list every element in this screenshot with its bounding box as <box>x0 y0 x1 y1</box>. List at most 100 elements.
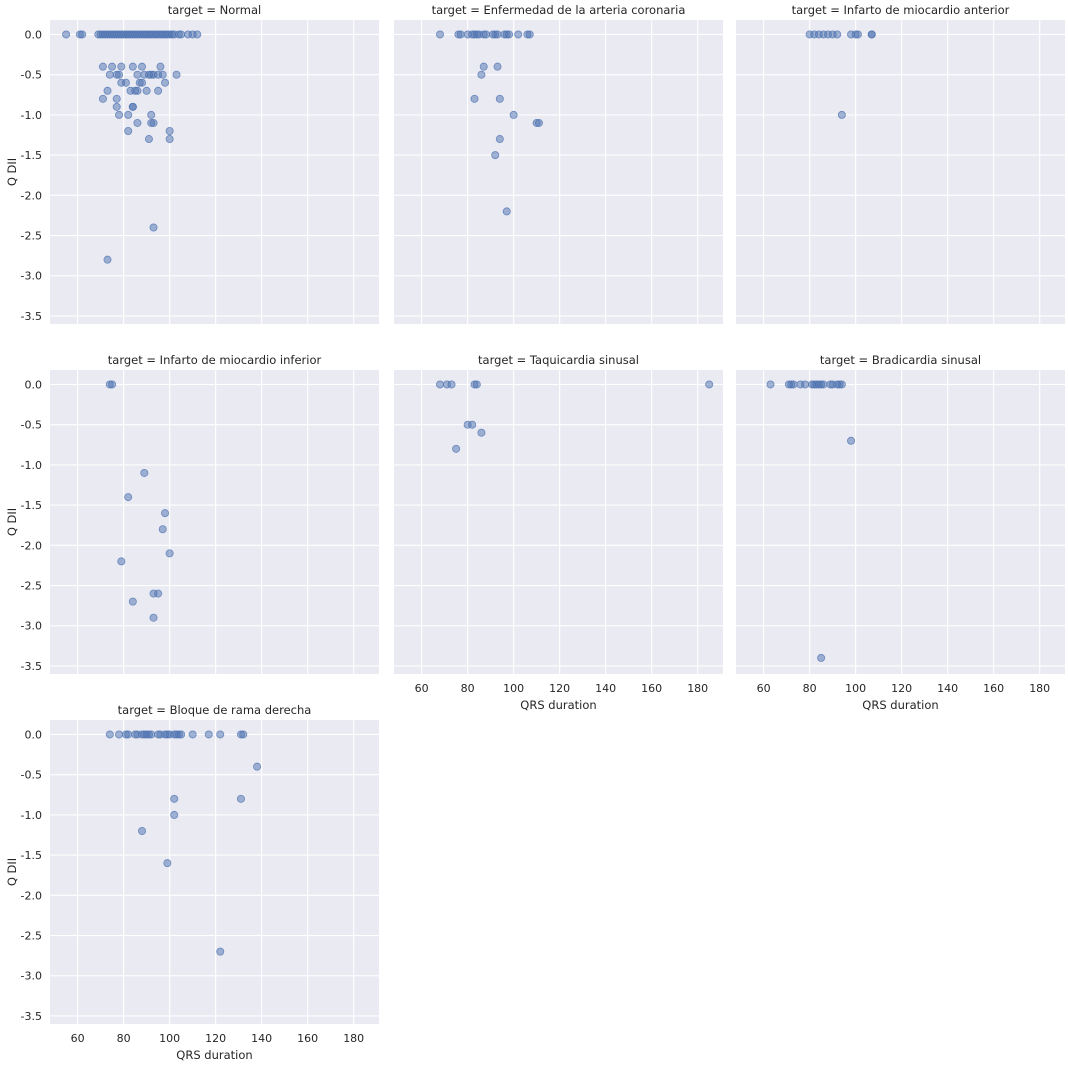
facet-panel-2: target = Enfermedad de la arteria corona… <box>394 3 723 324</box>
x-tick-label: 60 <box>415 682 429 695</box>
scatter-point <box>477 70 486 79</box>
scatter-point <box>149 118 158 127</box>
y-axis-label: Q DII <box>5 508 19 536</box>
scatter-point <box>161 509 170 518</box>
y-tick-label: -2.0 <box>21 189 42 202</box>
scatter-point <box>117 62 126 71</box>
x-tick-label: 120 <box>549 682 570 695</box>
x-tick-label: 80 <box>461 682 475 695</box>
scatter-point <box>149 223 158 232</box>
scatter-point <box>108 62 117 71</box>
y-tick-label: -2.5 <box>21 230 42 243</box>
scatter-point <box>133 70 142 79</box>
scatter-point <box>509 110 518 119</box>
scatter-point <box>98 62 107 71</box>
x-tick-label: 100 <box>503 682 524 695</box>
scatter-point <box>216 730 225 739</box>
plot-area <box>50 370 379 674</box>
scatter-point <box>801 380 810 389</box>
y-tick-label: -1.0 <box>21 459 42 472</box>
plot-area <box>50 720 379 1024</box>
scatter-point <box>115 70 124 79</box>
y-axis-label: Q DII <box>5 158 19 186</box>
scatter-point <box>236 794 245 803</box>
y-tick-label: -3.0 <box>21 620 42 633</box>
scatter-point <box>837 110 846 119</box>
scatter-point <box>819 380 828 389</box>
scatter-point <box>479 62 488 71</box>
panel-title: target = Taquicardia sinusal <box>478 353 639 367</box>
panel-title: target = Normal <box>168 3 262 17</box>
scatter-point <box>161 78 170 87</box>
scatter-point <box>470 94 479 103</box>
y-tick-label: -3.5 <box>21 1010 42 1023</box>
scatter-point <box>78 30 87 39</box>
scatter-point <box>142 86 151 95</box>
scatter-point <box>133 86 142 95</box>
scatter-point <box>133 118 142 127</box>
y-axis-label: Q DII <box>5 858 19 886</box>
facet-panel-1: target = Normal 0.0 -0.5 -1.0 -1.5 -2.0 -2.5 -3… <box>5 3 379 324</box>
x-tick-label: 80 <box>803 682 817 695</box>
scatter-point <box>147 730 156 739</box>
scatter-point <box>193 30 202 39</box>
scatter-point <box>495 135 504 144</box>
scatter-point <box>766 380 775 389</box>
scatter-point <box>867 30 876 39</box>
x-tick-label: 140 <box>937 682 958 695</box>
y-tick-label: -1.5 <box>21 849 42 862</box>
scatter-point <box>472 380 481 389</box>
scatter-point <box>525 30 534 39</box>
panel-title: target = Bloque de rama derecha <box>118 703 312 717</box>
scatter-point <box>216 947 225 956</box>
facet-panel-4: target = Infarto de miocardio inferior 0.… <box>5 353 379 674</box>
scatter-point <box>177 730 186 739</box>
plot-area <box>736 370 1065 674</box>
scatter-point <box>124 493 133 502</box>
scatter-point <box>156 62 165 71</box>
x-tick-label: 180 <box>687 682 708 695</box>
scatter-point <box>115 110 124 119</box>
scatter-point <box>138 826 147 835</box>
scatter-point <box>103 255 112 264</box>
x-tick-label: 60 <box>71 1032 85 1045</box>
x-axis-label: QRS duration <box>176 1048 252 1062</box>
y-tick-label: -1.0 <box>21 109 42 122</box>
scatter-point <box>204 730 213 739</box>
y-tick-label: -3.5 <box>21 660 42 673</box>
x-tick-label: 80 <box>117 1032 131 1045</box>
y-tick-label: -1.5 <box>21 499 42 512</box>
y-tick-label: -1.5 <box>21 149 42 162</box>
scatter-point <box>436 30 445 39</box>
scatter-point <box>493 62 502 71</box>
y-tick-label: -2.0 <box>21 539 42 552</box>
scatter-point <box>98 94 107 103</box>
facet-panel-3: target = Infarto de miocardio anterior <box>736 3 1065 324</box>
scatter-point <box>149 613 158 622</box>
scatter-point <box>534 118 543 127</box>
plot-area <box>394 20 723 324</box>
scatter-point <box>128 62 137 71</box>
facet-panel-5: target = Taquicardia sinusal 60 80 100 120 14… <box>394 353 723 712</box>
panel-title: target = Enfermedad de la arteria corona… <box>432 3 686 17</box>
scatter-point <box>170 794 179 803</box>
x-tick-label: 160 <box>641 682 662 695</box>
scatter-point <box>144 135 153 144</box>
x-tick-label: 120 <box>891 682 912 695</box>
scatter-point <box>165 135 174 144</box>
scatter-point <box>447 380 456 389</box>
scatter-point <box>138 62 147 71</box>
y-tick-label: 0.0 <box>25 378 43 391</box>
scatter-point <box>847 436 856 445</box>
scatter-point <box>112 102 121 111</box>
scatter-point <box>121 78 130 87</box>
y-tick-label: -2.5 <box>21 930 42 943</box>
x-tick-label: 100 <box>845 682 866 695</box>
scatter-point <box>177 30 186 39</box>
scatter-point <box>493 30 502 39</box>
x-axis-label: QRS duration <box>862 698 938 712</box>
panel-title: target = Infarto de miocardio inferior <box>108 353 322 367</box>
scatter-point <box>837 380 846 389</box>
scatter-point <box>172 70 181 79</box>
